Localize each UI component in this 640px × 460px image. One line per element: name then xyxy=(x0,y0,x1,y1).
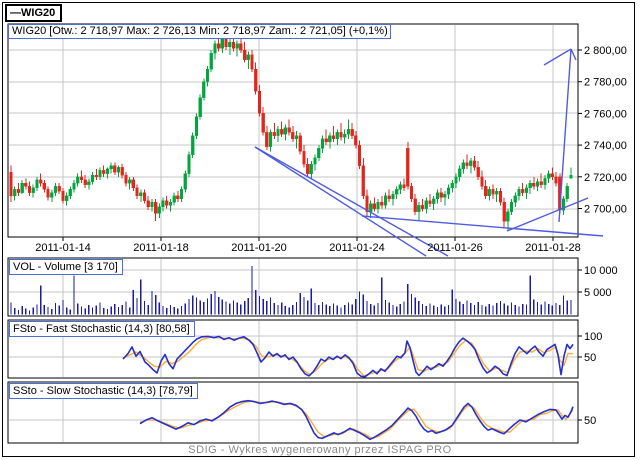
panel-borders xyxy=(7,23,579,444)
ohlc-info-text: WIG20 [Otw.: 2 718,97 Max: 2 726,13 Min:… xyxy=(12,25,388,37)
generator-credit-text: SDIG - Wykres wygenerowany przez ISPAG P… xyxy=(188,444,452,456)
gridlines xyxy=(9,25,577,442)
candlestick-series xyxy=(9,30,573,231)
price-tick-label: 2 780,00 xyxy=(584,77,627,89)
fsto-panel-label-text: FSto - Fast Stochastic (14,3) [80,58] xyxy=(13,323,190,335)
volume-panel-label-text: VOL - Volume [3 170] xyxy=(13,261,118,273)
fsto-tick-label: 50 xyxy=(584,352,596,364)
fast-stochastic-lines xyxy=(122,335,574,378)
price-tick-label: 2 700,00 xyxy=(584,204,627,216)
trendline-annotations xyxy=(254,48,604,257)
date-tick-label: 2011-01-18 xyxy=(133,242,188,254)
fsto-tick-label: 100 xyxy=(584,331,602,343)
date-tick-label: 2011-01-26 xyxy=(427,242,482,254)
slow-stochastic-lines xyxy=(139,399,574,441)
date-tick-label: 2011-01-24 xyxy=(329,242,384,254)
volume-tick-label: 5 000 xyxy=(584,287,612,299)
series-legend-label: —WIG20 xyxy=(10,7,56,19)
price-tick-label: 2 720,00 xyxy=(584,172,627,184)
price-tick-label: 2 800,00 xyxy=(584,45,627,57)
volume-panel-label: VOL - Volume [3 170] xyxy=(9,259,123,275)
ohlc-info-bar: WIG20 [Otw.: 2 718,97 Max: 2 726,13 Min:… xyxy=(8,24,391,39)
price-tick-label: 2 760,00 xyxy=(584,108,627,120)
volume-bars xyxy=(10,266,572,315)
series-legend: —WIG20 xyxy=(5,4,63,22)
axis-ticks-and-labels: 2 800,00 2 780,00 2 760,00 2 740,00 2 720,00… xyxy=(35,45,627,427)
ssto-panel-label-text: SSto - Slow Stochastic (14,3) [78,79] xyxy=(13,385,193,397)
volume-tick-label: 10 000 xyxy=(584,265,618,277)
date-tick-label: 2011-01-20 xyxy=(231,242,286,254)
date-tick-label: 2011-01-28 xyxy=(525,242,580,254)
date-tick-label: 2011-01-14 xyxy=(35,242,90,254)
fsto-panel-label: FSto - Fast Stochastic (14,3) [80,58] xyxy=(9,321,195,337)
price-tick-label: 2 740,00 xyxy=(584,140,627,152)
generator-credit: SDIG - Wykres wygenerowany przez ISPAG P… xyxy=(0,444,640,456)
ssto-tick-label: 50 xyxy=(584,415,596,427)
ssto-panel-label: SSto - Slow Stochastic (14,3) [78,79] xyxy=(9,383,198,399)
